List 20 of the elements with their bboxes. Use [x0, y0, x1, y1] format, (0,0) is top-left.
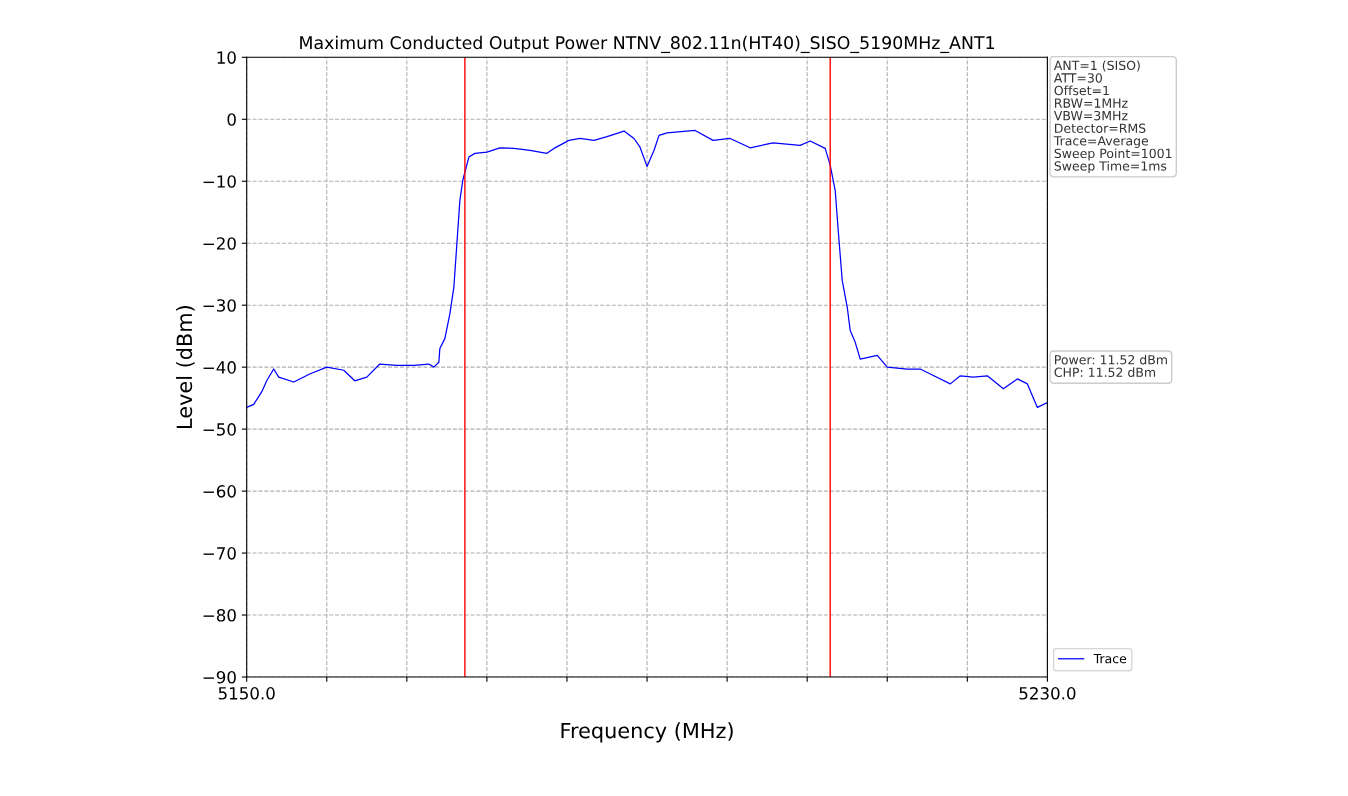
line-series: [246, 129, 1048, 409]
y-tick-label: −20: [203, 237, 236, 250]
y-tick-label: −70: [203, 547, 236, 560]
y-tick-label: 0: [227, 113, 236, 126]
y-tick-label: −30: [203, 299, 236, 312]
y-axis-title: Level (dBm): [176, 306, 195, 428]
y-tick-label: −50: [203, 423, 236, 436]
y-tick-label: −10: [203, 175, 236, 188]
y-tick-label: −60: [203, 485, 236, 498]
chart-title: Maximum Conducted Output Power NTNV_802.11n(HT40)_SISO_5190MHz_ANT1: [300, 35, 994, 54]
x-axis-title: Frequency (MHz): [561, 722, 733, 743]
legend-label: Trace: [1093, 654, 1127, 664]
text: Power: 11.52 dBm CHP: 11.52 dBm: [1054, 354, 1167, 378]
x-tick-label: 5150.0: [218, 687, 275, 700]
y-tick-label: −80: [203, 608, 236, 622]
y-tick-label: −90: [203, 670, 236, 684]
text: ANT=1 (SISO) ATT=30 Offset=1 RBW=1MHz VBW=3MHz Detector=RMS Trace=Average Sweep Point=1001 Sweep Time=1ms: [1053, 60, 1172, 174]
x-tick-label: 5230.0: [1019, 687, 1076, 700]
y-tick-label: −40: [203, 361, 236, 374]
y-tick-label: 10: [217, 51, 236, 64]
